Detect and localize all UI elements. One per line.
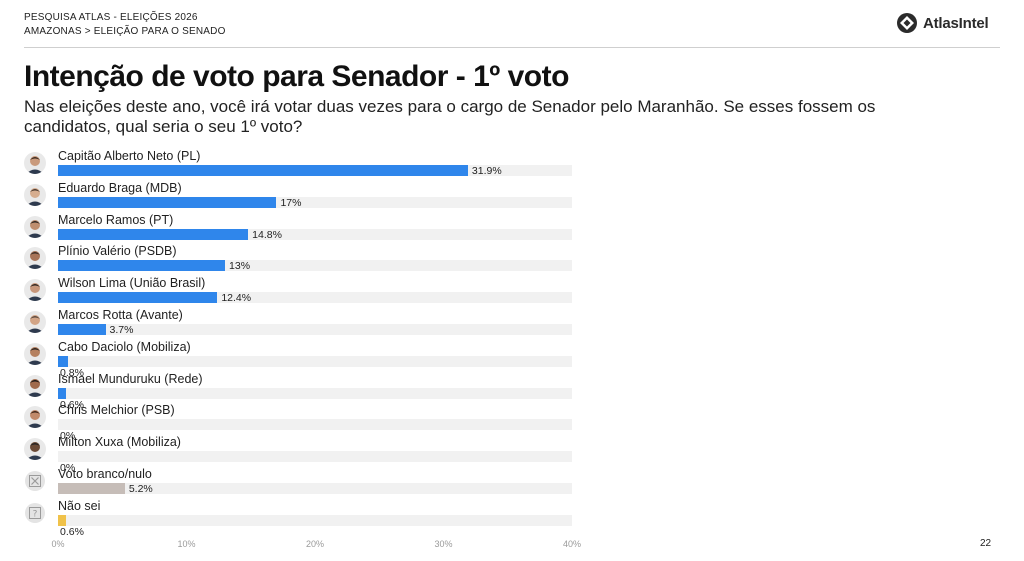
bar-value-label: 0% xyxy=(60,462,76,475)
bar xyxy=(58,196,277,208)
bar-track xyxy=(58,355,572,367)
candidate-avatar-icon xyxy=(24,438,46,461)
bar-category-label: Não sei xyxy=(58,498,101,513)
bar xyxy=(58,228,249,240)
candidate-avatar-icon xyxy=(24,406,46,429)
breadcrumb: AMAZONAS > ELEIÇÃO PARA O SENADO xyxy=(24,26,226,37)
bar-track xyxy=(58,292,572,304)
bar xyxy=(58,387,66,399)
bar-category-label: Capitão Alberto Neto (PL) xyxy=(58,149,201,163)
bar-value-label: 17% xyxy=(280,196,302,209)
bar xyxy=(58,292,218,304)
x-tick-label: 30% xyxy=(434,539,453,549)
bar-track xyxy=(58,324,572,335)
bar-category-label: Plínio Valério (PSDB) xyxy=(58,244,177,259)
x-tick-label: 0% xyxy=(51,539,65,549)
bar xyxy=(58,355,69,367)
header-divider xyxy=(24,47,1000,48)
bar-value-label: 0.6% xyxy=(60,398,84,411)
bar-track xyxy=(58,483,572,494)
bar xyxy=(58,165,468,176)
candidate-avatar-icon xyxy=(24,279,46,302)
bar xyxy=(58,514,66,526)
bar-value-label: 3.7% xyxy=(109,324,134,336)
atlas-logo-icon xyxy=(897,13,917,33)
bar-category-label: Chris Melchior (PSB) xyxy=(58,403,175,418)
bar-category-label: Cabo Daciolo (Mobiliza) xyxy=(58,339,191,354)
brand-name: AtlasIntel xyxy=(923,14,989,32)
bar-category-label: Marcos Rotta (Avante) xyxy=(58,308,183,322)
candidate-avatar-icon xyxy=(24,152,46,174)
x-tick-label: 10% xyxy=(177,539,196,549)
candidate-avatar-icon xyxy=(24,215,46,238)
chart-subtitle: Nas eleições deste ano, você irá votar d… xyxy=(24,97,876,136)
bar-track xyxy=(58,514,572,526)
bar xyxy=(58,260,226,272)
bar-track xyxy=(58,387,572,399)
bar xyxy=(58,483,125,494)
bar-value-label: 31.9% xyxy=(471,165,502,177)
candidate-avatar-icon xyxy=(24,247,46,270)
svg-text:?: ? xyxy=(33,509,38,519)
x-tick-label: 40% xyxy=(562,539,582,549)
bar-track xyxy=(58,260,572,272)
bar-category-label: Milton Xuxa (Mobiliza) xyxy=(58,435,181,450)
bar-value-label: 0% xyxy=(60,430,76,443)
candidate-avatar-icon xyxy=(24,183,46,206)
x-tick-label: 20% xyxy=(305,539,325,549)
bar-track xyxy=(58,196,572,208)
x-box-icon xyxy=(25,471,45,491)
bar-category-label: Eduardo Braga (MDB) xyxy=(58,180,182,195)
bar-value-label: 12.4% xyxy=(221,292,252,305)
bar-track xyxy=(58,419,572,431)
bar-track xyxy=(58,228,572,240)
bar-category-label: Wilson Lima (União Brasil) xyxy=(58,276,206,291)
candidate-avatar-icon xyxy=(24,374,46,397)
survey-label: PESQUISA ATLAS - ELEIÇÕES 2026 xyxy=(24,12,198,23)
bar-value-label: 0.6% xyxy=(60,525,84,538)
bar xyxy=(58,324,106,335)
bar-category-label: Ismael Munduruku (Rede) xyxy=(58,371,203,386)
bar-value-label: 5.2% xyxy=(128,483,153,495)
bar-value-label: 14.8% xyxy=(252,228,282,241)
question-box-icon: ? xyxy=(25,502,45,523)
page-number: 22 xyxy=(980,538,992,549)
bar-value-label: 0.8% xyxy=(60,366,84,379)
bar-category-label: Voto branco/nulo xyxy=(58,467,152,481)
bar-track xyxy=(58,451,572,463)
bar-category-label: Marcelo Ramos (PT) xyxy=(58,212,174,227)
brand-logo: AtlasIntel xyxy=(896,12,989,34)
candidate-avatar-icon xyxy=(24,311,46,333)
candidate-avatar-icon xyxy=(24,342,46,365)
chart-title: Intenção de voto para Senador - 1º voto xyxy=(24,60,569,93)
bar-value-label: 13% xyxy=(229,260,251,273)
